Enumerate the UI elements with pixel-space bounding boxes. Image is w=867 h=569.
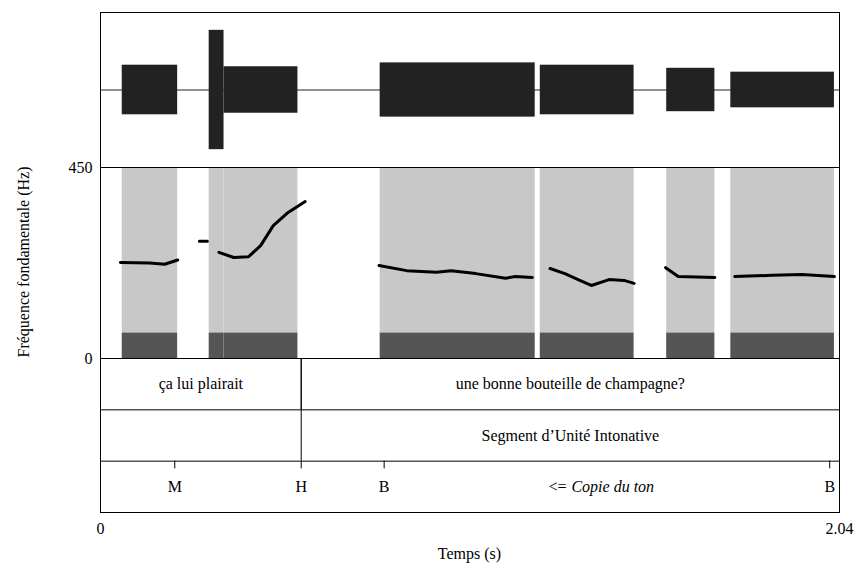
svg-text:0: 0 (85, 350, 93, 367)
svg-text:B: B (379, 478, 390, 495)
svg-text:0: 0 (97, 520, 105, 537)
svg-text:450: 450 (69, 159, 93, 176)
svg-text:Segment d’Unité Intonative: Segment d’Unité Intonative (481, 427, 659, 445)
html-text:Temps (s): Temps (s) (437, 545, 502, 562)
svg-text:M: M (168, 478, 182, 495)
svg-text:2.04: 2.04 (826, 520, 854, 537)
svg-text:ça lui plairait: ça lui plairait (159, 375, 244, 393)
svg-text:une bonne bouteille de champag: une bonne bouteille de champagne? (456, 375, 685, 393)
svg-text:B: B (824, 478, 835, 495)
svg-text:H: H (295, 478, 307, 495)
svg-text:Copie du ton: Copie du ton (571, 478, 654, 496)
svg-text:<=: <= (548, 478, 566, 495)
html-text:Fréquence fondamentale (Hz): Fréquence fondamentale (Hz) (15, 166, 32, 358)
